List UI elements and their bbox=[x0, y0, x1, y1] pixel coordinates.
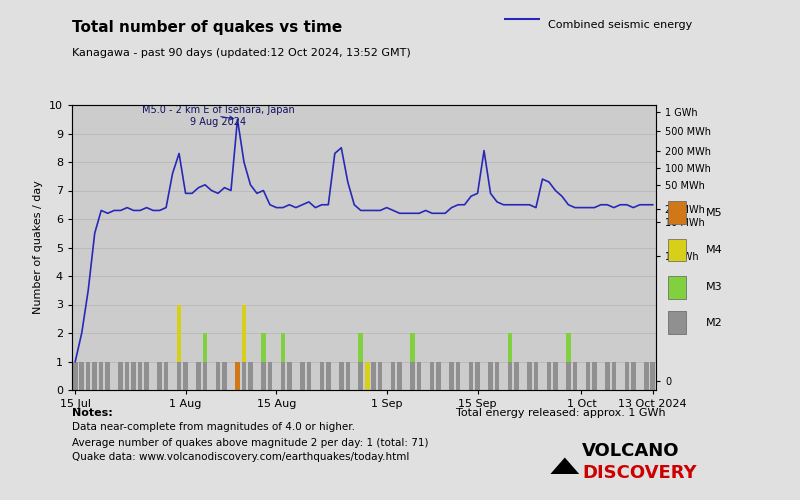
Bar bbox=[99, 362, 103, 390]
Bar bbox=[553, 362, 558, 390]
Bar bbox=[573, 362, 577, 390]
Bar bbox=[235, 362, 240, 390]
Bar bbox=[93, 362, 97, 390]
Bar bbox=[410, 362, 415, 390]
Bar bbox=[605, 362, 610, 390]
Bar bbox=[494, 362, 499, 390]
Text: M4: M4 bbox=[706, 245, 722, 255]
Bar bbox=[534, 362, 538, 390]
Bar bbox=[86, 362, 90, 390]
Bar bbox=[365, 362, 370, 390]
Bar bbox=[177, 304, 182, 362]
Bar bbox=[183, 362, 188, 390]
Bar bbox=[281, 362, 285, 390]
Text: Total energy released: approx. 1 GWh: Total energy released: approx. 1 GWh bbox=[456, 408, 666, 418]
Bar bbox=[410, 333, 415, 362]
Bar bbox=[378, 362, 382, 390]
Bar bbox=[326, 362, 330, 390]
Bar bbox=[118, 362, 123, 390]
Bar bbox=[566, 333, 570, 362]
Bar bbox=[106, 362, 110, 390]
Text: Notes:: Notes: bbox=[72, 408, 113, 418]
Bar bbox=[144, 362, 149, 390]
Text: M3: M3 bbox=[706, 282, 722, 292]
Bar bbox=[586, 362, 590, 390]
Text: Average number of quakes above magnitude 2 per day: 1 (total: 71): Average number of quakes above magnitude… bbox=[72, 438, 429, 448]
Bar bbox=[281, 333, 285, 362]
Bar bbox=[391, 362, 395, 390]
Bar bbox=[417, 362, 422, 390]
Bar bbox=[158, 362, 162, 390]
Bar bbox=[125, 362, 130, 390]
Bar bbox=[222, 362, 226, 390]
Y-axis label: Number of quakes / day: Number of quakes / day bbox=[34, 180, 43, 314]
Bar bbox=[202, 362, 207, 390]
Bar bbox=[488, 362, 493, 390]
Text: Quake data: www.volcanodiscovery.com/earthquakes/today.html: Quake data: www.volcanodiscovery.com/ear… bbox=[72, 452, 410, 462]
Bar bbox=[202, 333, 207, 362]
Text: DISCOVERY: DISCOVERY bbox=[582, 464, 697, 482]
Bar bbox=[650, 362, 655, 390]
Bar bbox=[430, 362, 434, 390]
Text: M5: M5 bbox=[706, 208, 722, 218]
Bar bbox=[261, 362, 266, 390]
Bar bbox=[358, 362, 363, 390]
Bar bbox=[644, 362, 649, 390]
Text: M2: M2 bbox=[706, 318, 722, 328]
Bar bbox=[79, 362, 84, 390]
Bar bbox=[138, 362, 142, 390]
Bar bbox=[242, 304, 246, 362]
Bar bbox=[514, 362, 518, 390]
Bar bbox=[248, 362, 253, 390]
Bar bbox=[508, 362, 512, 390]
Bar bbox=[131, 362, 136, 390]
Bar bbox=[339, 362, 343, 390]
Bar bbox=[287, 362, 292, 390]
Text: Combined seismic energy: Combined seismic energy bbox=[548, 20, 692, 30]
Bar bbox=[177, 362, 182, 390]
Bar bbox=[306, 362, 311, 390]
Bar bbox=[300, 362, 305, 390]
Text: Data near-complete from magnitudes of 4.0 or higher.: Data near-complete from magnitudes of 4.… bbox=[72, 422, 355, 432]
Bar bbox=[566, 362, 570, 390]
Text: Kanagawa - past 90 days (updated:12 Oct 2024, 13:52 GMT): Kanagawa - past 90 days (updated:12 Oct … bbox=[72, 48, 410, 58]
Bar bbox=[631, 362, 635, 390]
Bar bbox=[73, 362, 78, 390]
Bar bbox=[592, 362, 597, 390]
Text: VOLCANO: VOLCANO bbox=[582, 442, 680, 460]
Bar bbox=[398, 362, 402, 390]
Bar bbox=[346, 362, 350, 390]
Bar bbox=[216, 362, 220, 390]
Bar bbox=[546, 362, 551, 390]
Text: M5.0 - 2 km E of Isehara, Japan
9 Aug 2024: M5.0 - 2 km E of Isehara, Japan 9 Aug 20… bbox=[142, 106, 294, 127]
Text: Total number of quakes vs time: Total number of quakes vs time bbox=[72, 20, 342, 35]
Bar bbox=[436, 362, 441, 390]
Bar bbox=[242, 362, 246, 390]
Bar bbox=[164, 362, 168, 390]
Bar bbox=[508, 333, 512, 362]
Bar bbox=[196, 362, 201, 390]
Bar bbox=[456, 362, 460, 390]
Bar bbox=[469, 362, 474, 390]
Bar bbox=[358, 333, 363, 362]
Bar bbox=[450, 362, 454, 390]
Bar bbox=[475, 362, 480, 390]
Bar bbox=[319, 362, 324, 390]
Bar bbox=[625, 362, 629, 390]
Bar bbox=[611, 362, 616, 390]
Bar bbox=[371, 362, 376, 390]
Bar bbox=[527, 362, 532, 390]
Bar bbox=[261, 333, 266, 362]
Bar bbox=[268, 362, 272, 390]
